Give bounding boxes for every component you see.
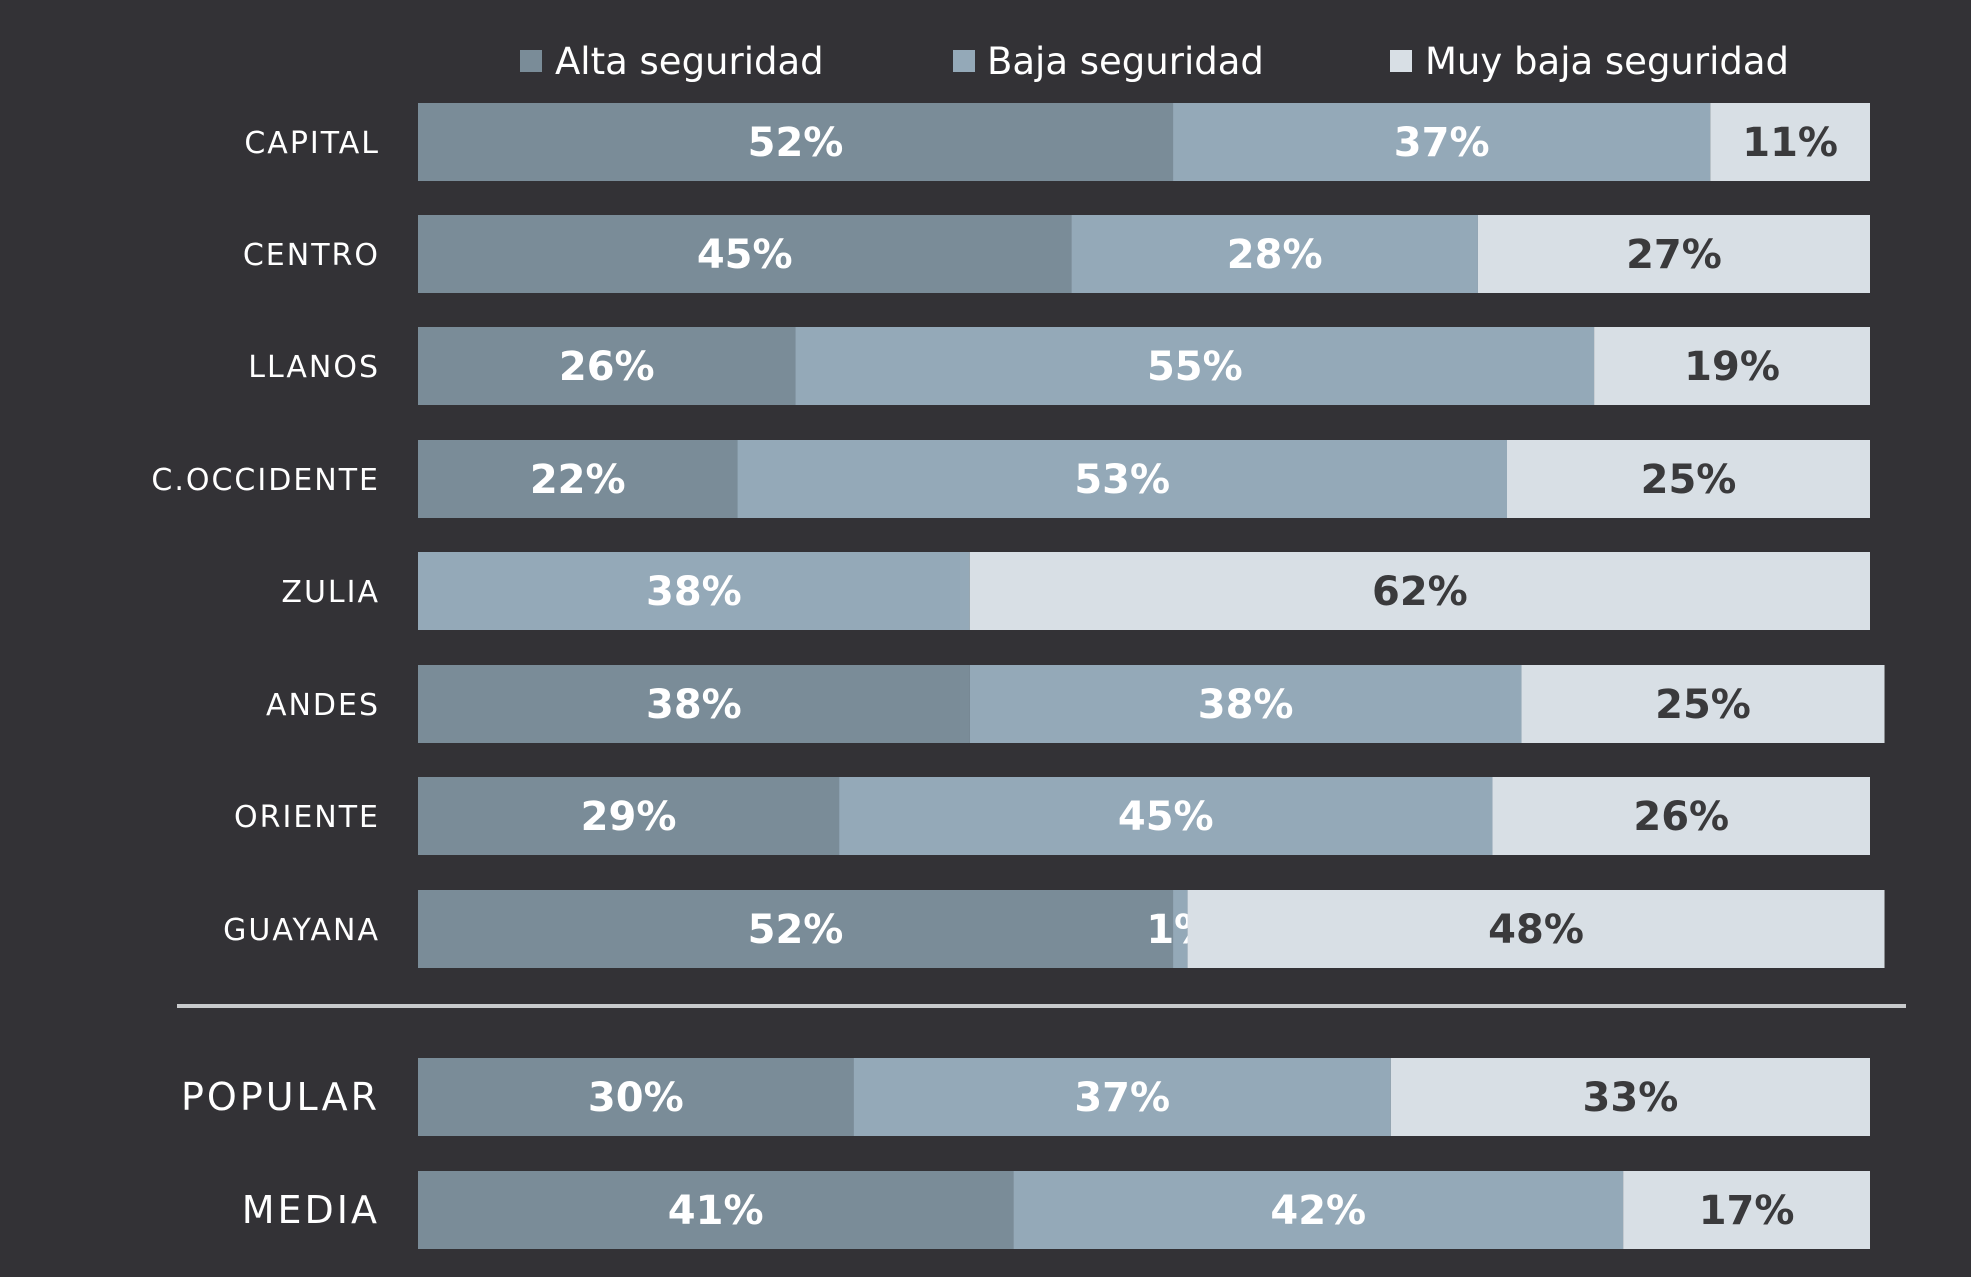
bar-llanos-alta-seguridad: [418, 327, 796, 405]
category-label-media: MEDIA: [242, 1188, 380, 1232]
bar-media-alta-seguridad: [418, 1171, 1014, 1249]
value-label-media-muy-baja-seguridad: 17%: [1699, 1188, 1795, 1234]
bar-capital-alta-seguridad: [418, 103, 1174, 181]
value-label-llanos-baja-seguridad: 55%: [1147, 344, 1243, 390]
value-label-llanos-alta-seguridad: 26%: [559, 344, 655, 390]
value-label-centro-muy-baja-seguridad: 27%: [1626, 232, 1722, 278]
value-label-media-alta-seguridad: 41%: [668, 1188, 764, 1234]
value-label-zulia-baja-seguridad: 38%: [646, 569, 742, 615]
bar-zulia-muy-baja-seguridad: [969, 552, 1870, 630]
bar-c-occidente-alta-seguridad: [418, 440, 738, 518]
category-label-guayana: GUAYANA: [223, 913, 380, 948]
category-label-c-occidente: C.OCCIDENTE: [151, 463, 380, 498]
category-label-centro: CENTRO: [243, 238, 380, 273]
bar-c-occidente-muy-baja-seguridad: [1507, 440, 1870, 518]
value-label-c-occidente-muy-baja-seguridad: 25%: [1641, 457, 1737, 503]
bar-andes-alta-seguridad: [418, 665, 970, 743]
bar-media-muy-baja-seguridad: [1623, 1171, 1870, 1249]
bar-capital-baja-seguridad: [1173, 103, 1711, 181]
bar-llanos-muy-baja-seguridad: [1594, 327, 1870, 405]
value-label-oriente-muy-baja-seguridad: 26%: [1633, 794, 1729, 840]
bar-zulia-baja-seguridad: [418, 552, 970, 630]
bar-andes-baja-seguridad: [969, 665, 1522, 743]
bar-oriente-alta-seguridad: [418, 777, 840, 855]
value-label-c-occidente-alta-seguridad: 22%: [530, 457, 626, 503]
bar-guayana-alta-seguridad: [418, 890, 1174, 968]
value-label-zulia-muy-baja-seguridad: 62%: [1372, 569, 1468, 615]
legend-swatch-alta-seguridad: [520, 50, 542, 72]
bar-centro-baja-seguridad: [1071, 215, 1478, 293]
value-label-centro-baja-seguridad: 28%: [1227, 232, 1323, 278]
bar-popular-muy-baja-seguridad: [1390, 1058, 1870, 1136]
value-label-capital-muy-baja-seguridad: 11%: [1742, 120, 1838, 166]
bar-guayana-baja-seguridad: [1173, 890, 1188, 968]
bar-oriente-muy-baja-seguridad: [1492, 777, 1870, 855]
value-label-capital-baja-seguridad: 37%: [1394, 120, 1490, 166]
bar-centro-muy-baja-seguridad: [1477, 215, 1870, 293]
value-label-andes-baja-seguridad: 38%: [1198, 682, 1294, 728]
bar-oriente-baja-seguridad: [839, 777, 1493, 855]
value-label-popular-alta-seguridad: 30%: [588, 1075, 684, 1121]
legend-label-alta-seguridad: Alta seguridad: [555, 40, 824, 83]
value-label-oriente-baja-seguridad: 45%: [1118, 794, 1214, 840]
value-label-media-baja-seguridad: 42%: [1270, 1188, 1366, 1234]
category-label-zulia: ZULIA: [281, 575, 380, 610]
value-label-c-occidente-baja-seguridad: 53%: [1074, 457, 1170, 503]
bar-c-occidente-baja-seguridad: [737, 440, 1507, 518]
value-label-andes-alta-seguridad: 38%: [646, 682, 742, 728]
chart-bars: 52% 37% 11% 45% 28% 27% 26% 55% 19% 22% 53% 25% 38% 6…: [418, 103, 1885, 1249]
value-label-guayana-alta-seguridad: 52%: [748, 907, 844, 953]
category-label-andes: ANDES: [266, 688, 380, 723]
category-label-llanos: LLANOS: [248, 350, 380, 385]
value-label-andes-muy-baja-seguridad: 25%: [1655, 682, 1751, 728]
value-label-guayana-muy-baja-seguridad: 48%: [1488, 907, 1584, 953]
value-label-centro-alta-seguridad: 45%: [697, 232, 793, 278]
bar-llanos-baja-seguridad: [795, 327, 1595, 405]
legend-label-baja-seguridad: Baja seguridad: [987, 40, 1264, 83]
value-label-capital-alta-seguridad: 52%: [748, 120, 844, 166]
bar-guayana-muy-baja-seguridad: [1187, 890, 1885, 968]
bar-capital-muy-baja-seguridad: [1710, 103, 1870, 181]
legend-swatch-baja-seguridad: [953, 50, 975, 72]
category-labels: CAPITAL CENTRO LLANOS C.OCCIDENTE ZULIA ANDES…: [151, 126, 380, 1232]
category-label-capital: CAPITAL: [244, 126, 380, 161]
bar-popular-baja-seguridad: [853, 1058, 1391, 1136]
bar-andes-muy-baja-seguridad: [1521, 665, 1885, 743]
value-label-oriente-alta-seguridad: 29%: [581, 794, 677, 840]
bar-popular-alta-seguridad: [418, 1058, 854, 1136]
value-label-llanos-muy-baja-seguridad: 19%: [1684, 344, 1780, 390]
legend-label-muy-baja-seguridad: Muy baja seguridad: [1425, 40, 1789, 83]
value-label-popular-baja-seguridad: 37%: [1074, 1075, 1170, 1121]
bar-centro-alta-seguridad: [418, 215, 1072, 293]
legend-swatch-muy-baja-seguridad: [1390, 50, 1412, 72]
value-label-popular-muy-baja-seguridad: 33%: [1583, 1075, 1679, 1121]
bar-media-baja-seguridad: [1013, 1171, 1624, 1249]
chart-legend: Alta seguridad Baja seguridad Muy baja seg…: [520, 40, 1789, 83]
category-label-popular: POPULAR: [181, 1075, 380, 1119]
category-label-oriente: ORIENTE: [234, 800, 380, 835]
